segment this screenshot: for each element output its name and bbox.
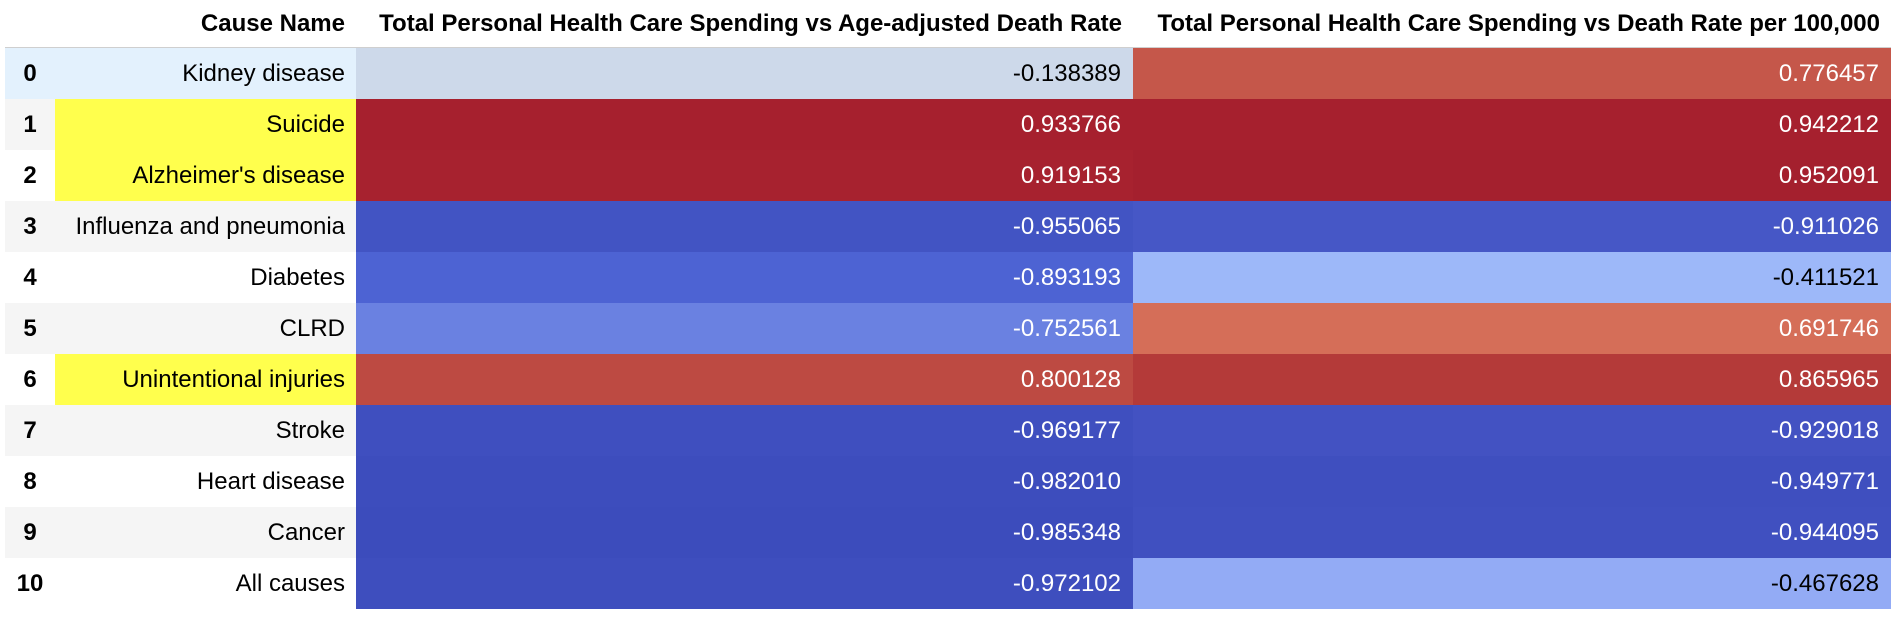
age-adjusted-correlation-cell: -0.955065 xyxy=(356,201,1133,252)
age-adjusted-correlation-cell: -0.752561 xyxy=(356,303,1133,354)
death-rate-correlation-cell: -0.911026 xyxy=(1133,201,1891,252)
cause-name-cell: Influenza and pneumonia xyxy=(55,201,356,252)
row-index: 4 xyxy=(5,252,55,303)
table-row: 10 All causes -0.972102 -0.467628 xyxy=(5,558,1891,609)
cause-name-cell: Cancer xyxy=(55,507,356,558)
correlation-table: Cause Name Total Personal Health Care Sp… xyxy=(5,0,1891,609)
row-index: 3 xyxy=(5,201,55,252)
table-row: 7 Stroke -0.969177 -0.929018 xyxy=(5,405,1891,456)
age-adjusted-correlation-cell: -0.985348 xyxy=(356,507,1133,558)
header-cause-name: Cause Name xyxy=(55,0,356,48)
death-rate-correlation-cell: 0.691746 xyxy=(1133,303,1891,354)
cause-name-cell: All causes xyxy=(55,558,356,609)
cause-name-cell: Stroke xyxy=(55,405,356,456)
age-adjusted-correlation-cell: -0.972102 xyxy=(356,558,1133,609)
row-index: 10 xyxy=(5,558,55,609)
age-adjusted-correlation-cell: 0.933766 xyxy=(356,99,1133,150)
row-index: 7 xyxy=(5,405,55,456)
row-index: 5 xyxy=(5,303,55,354)
table-body: 0 Kidney disease -0.138389 0.776457 1 Suicide… xyxy=(5,47,1891,609)
death-rate-correlation-cell: 0.942212 xyxy=(1133,99,1891,150)
cause-name-cell: Suicide xyxy=(55,99,356,150)
death-rate-correlation-cell: 0.776457 xyxy=(1133,47,1891,99)
cause-name-cell: Unintentional injuries xyxy=(55,354,356,405)
death-rate-correlation-cell: -0.929018 xyxy=(1133,405,1891,456)
table-row: 3 Influenza and pneumonia -0.955065 -0.9110… xyxy=(5,201,1891,252)
dataframe-output: Cause Name Total Personal Health Care Sp… xyxy=(5,0,1891,609)
age-adjusted-correlation-cell: 0.800128 xyxy=(356,354,1133,405)
age-adjusted-correlation-cell: -0.982010 xyxy=(356,456,1133,507)
row-index: 6 xyxy=(5,354,55,405)
table-row: 6 Unintentional injuries 0.800128 0.865965 xyxy=(5,354,1891,405)
age-adjusted-correlation-cell: 0.919153 xyxy=(356,150,1133,201)
row-index: 1 xyxy=(5,99,55,150)
table-row: 9 Cancer -0.985348 -0.944095 xyxy=(5,507,1891,558)
table-row: 1 Suicide 0.933766 0.942212 xyxy=(5,99,1891,150)
row-index: 2 xyxy=(5,150,55,201)
cause-name-cell: Diabetes xyxy=(55,252,356,303)
row-index: 9 xyxy=(5,507,55,558)
table-row: 5 CLRD -0.752561 0.691746 xyxy=(5,303,1891,354)
row-index: 0 xyxy=(5,47,55,99)
header-death-rate-correlation: Total Personal Health Care Spending vs D… xyxy=(1133,0,1891,48)
age-adjusted-correlation-cell: -0.138389 xyxy=(356,47,1133,99)
header-index xyxy=(5,0,55,48)
header-age-adjusted-correlation: Total Personal Health Care Spending vs A… xyxy=(356,0,1133,48)
header-row: Cause Name Total Personal Health Care Sp… xyxy=(5,0,1891,48)
table-row: 0 Kidney disease -0.138389 0.776457 xyxy=(5,47,1891,99)
death-rate-correlation-cell: -0.411521 xyxy=(1133,252,1891,303)
cause-name-cell: Kidney disease xyxy=(55,47,356,99)
table-row: 2 Alzheimer's disease 0.919153 0.952091 xyxy=(5,150,1891,201)
age-adjusted-correlation-cell: -0.893193 xyxy=(356,252,1133,303)
table-row: 8 Heart disease -0.982010 -0.949771 xyxy=(5,456,1891,507)
cause-name-cell: Alzheimer's disease xyxy=(55,150,356,201)
cause-name-cell: CLRD xyxy=(55,303,356,354)
cause-name-cell: Heart disease xyxy=(55,456,356,507)
death-rate-correlation-cell: 0.865965 xyxy=(1133,354,1891,405)
death-rate-correlation-cell: -0.949771 xyxy=(1133,456,1891,507)
death-rate-correlation-cell: -0.944095 xyxy=(1133,507,1891,558)
row-index: 8 xyxy=(5,456,55,507)
death-rate-correlation-cell: 0.952091 xyxy=(1133,150,1891,201)
table-row: 4 Diabetes -0.893193 -0.411521 xyxy=(5,252,1891,303)
age-adjusted-correlation-cell: -0.969177 xyxy=(356,405,1133,456)
death-rate-correlation-cell: -0.467628 xyxy=(1133,558,1891,609)
table-header: Cause Name Total Personal Health Care Sp… xyxy=(5,0,1891,48)
